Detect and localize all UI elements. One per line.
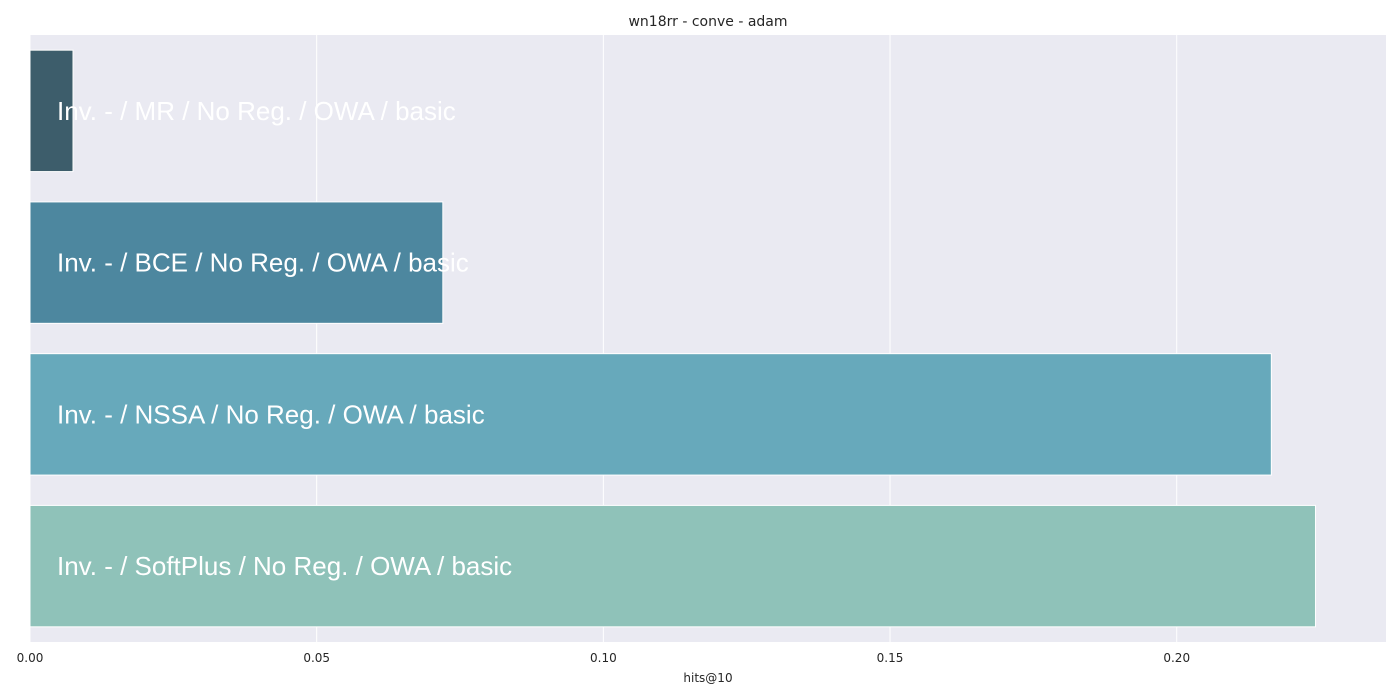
bar <box>29 504 1316 628</box>
bar <box>29 201 444 324</box>
bars <box>29 49 1316 628</box>
x-tick-label: 0.00 <box>17 651 44 665</box>
bar-category-label: Inv. - / MR / No Reg. / OWA / basic <box>57 96 456 126</box>
chart-title: wn18rr - conve - adam <box>628 14 787 30</box>
x-axis-ticks: 0.00 0.05 0.10 0.15 0.20 <box>17 651 1190 665</box>
x-tick-label: 0.20 <box>1163 651 1190 665</box>
bar-category-label: Inv. - / SoftPlus / No Reg. / OWA / basi… <box>57 551 512 581</box>
x-tick-label: 0.15 <box>877 651 904 665</box>
bar-category-label: Inv. - / BCE / No Reg. / OWA / basic <box>57 248 469 278</box>
bar-category-label: Inv. - / NSSA / No Reg. / OWA / basic <box>57 399 485 429</box>
bar <box>29 49 74 173</box>
x-tick-label: 0.05 <box>303 651 330 665</box>
x-tick-label: 0.10 <box>590 651 617 665</box>
x-axis-label: hits@10 <box>683 671 732 685</box>
bar-labels: Inv. - / MR / No Reg. / OWA / basic Inv. … <box>57 96 512 581</box>
bar <box>29 353 1272 476</box>
